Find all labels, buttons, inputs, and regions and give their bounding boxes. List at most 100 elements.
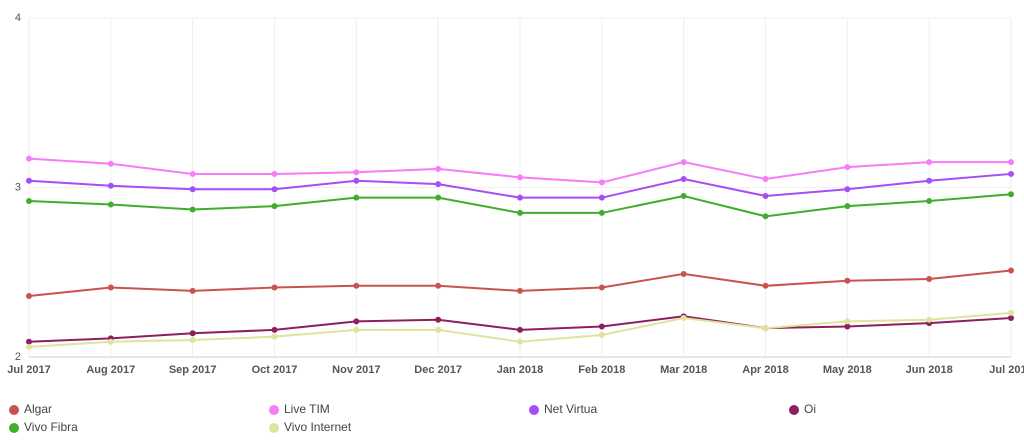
data-point xyxy=(107,338,114,345)
data-point xyxy=(680,159,687,166)
y-tick-label: 2 xyxy=(15,351,21,363)
x-tick-label: Jan 2018 xyxy=(497,364,543,376)
data-point xyxy=(844,186,851,193)
data-point xyxy=(189,186,196,193)
x-tick-label: Jun 2018 xyxy=(906,364,953,376)
data-point xyxy=(435,316,442,323)
data-point xyxy=(926,198,933,205)
legend-label: Net Virtua xyxy=(544,402,597,416)
data-point xyxy=(353,194,360,201)
data-point xyxy=(762,176,769,183)
data-point xyxy=(271,284,278,291)
data-point xyxy=(353,169,360,176)
x-tick-label: Jul 2018 xyxy=(989,364,1024,376)
data-point xyxy=(844,164,851,171)
data-point xyxy=(1008,191,1014,198)
data-point xyxy=(680,192,687,199)
data-point xyxy=(1008,315,1014,322)
data-point xyxy=(926,276,933,283)
data-point xyxy=(926,316,933,323)
data-point xyxy=(598,194,605,201)
data-point xyxy=(26,338,32,345)
x-tick-label: Apr 2018 xyxy=(742,364,788,376)
data-point xyxy=(762,325,769,332)
data-point xyxy=(1008,309,1014,316)
data-point xyxy=(844,277,851,284)
data-point xyxy=(762,213,769,220)
data-point xyxy=(26,198,32,205)
data-point xyxy=(598,179,605,186)
data-point xyxy=(517,326,523,333)
x-tick-label: Nov 2017 xyxy=(332,364,380,376)
data-point xyxy=(271,326,278,333)
y-tick-label: 3 xyxy=(15,181,21,193)
data-point xyxy=(353,282,360,289)
data-point xyxy=(435,282,442,289)
data-point xyxy=(598,209,605,216)
data-point xyxy=(271,203,278,210)
legend-label: Vivo Internet xyxy=(284,420,352,434)
legend: Algar Live TIM Net Virtua Oi Vivo Fibra Vivo … xyxy=(9,402,816,434)
legend-marker xyxy=(9,423,19,433)
legend-label: Algar xyxy=(24,402,52,416)
legend-label: Oi xyxy=(804,402,816,416)
data-point xyxy=(26,177,32,184)
data-point xyxy=(189,337,196,344)
data-point xyxy=(189,330,196,337)
data-point xyxy=(271,186,278,193)
legend-label: Live TIM xyxy=(284,402,330,416)
data-point xyxy=(926,177,933,184)
x-tick-label: Feb 2018 xyxy=(578,364,625,376)
data-point xyxy=(435,181,442,188)
data-point xyxy=(1008,159,1014,166)
data-point xyxy=(517,194,523,201)
data-point xyxy=(435,165,442,172)
data-point xyxy=(762,192,769,199)
data-point xyxy=(680,270,687,277)
x-tick-label: Sep 2017 xyxy=(169,364,217,376)
data-point xyxy=(844,323,851,330)
data-point xyxy=(107,160,114,167)
legend-marker xyxy=(269,423,279,433)
data-point xyxy=(598,323,605,330)
data-point xyxy=(189,287,196,294)
data-point xyxy=(598,284,605,291)
data-point xyxy=(189,206,196,213)
data-point xyxy=(353,326,360,333)
data-point xyxy=(517,338,523,345)
data-point xyxy=(517,287,523,294)
data-point xyxy=(107,182,114,189)
data-point xyxy=(517,209,523,216)
y-tick-label: 4 xyxy=(15,12,21,24)
data-point xyxy=(26,292,32,299)
data-point xyxy=(844,203,851,210)
x-tick-label: Mar 2018 xyxy=(660,364,707,376)
data-point xyxy=(680,176,687,183)
x-tick-label: Jul 2017 xyxy=(7,364,50,376)
legend-marker xyxy=(269,405,279,415)
data-point xyxy=(762,282,769,289)
data-point xyxy=(353,177,360,184)
data-point xyxy=(107,201,114,208)
x-tick-label: Oct 2017 xyxy=(252,364,298,376)
legend-marker xyxy=(9,405,19,415)
data-point xyxy=(271,333,278,340)
data-point xyxy=(844,318,851,325)
x-tick-label: Aug 2017 xyxy=(86,364,135,376)
data-point xyxy=(680,315,687,322)
data-point xyxy=(435,194,442,201)
data-point xyxy=(1008,267,1014,274)
data-point xyxy=(107,284,114,291)
data-point xyxy=(517,174,523,181)
legend-marker xyxy=(529,405,539,415)
legend-marker xyxy=(789,405,799,415)
data-point xyxy=(189,170,196,177)
data-point xyxy=(271,170,278,177)
x-tick-label: Dec 2017 xyxy=(414,364,462,376)
data-point xyxy=(435,326,442,333)
data-point xyxy=(353,318,360,325)
data-point xyxy=(926,159,933,166)
legend-label: Vivo Fibra xyxy=(24,420,78,434)
data-point xyxy=(26,343,32,350)
